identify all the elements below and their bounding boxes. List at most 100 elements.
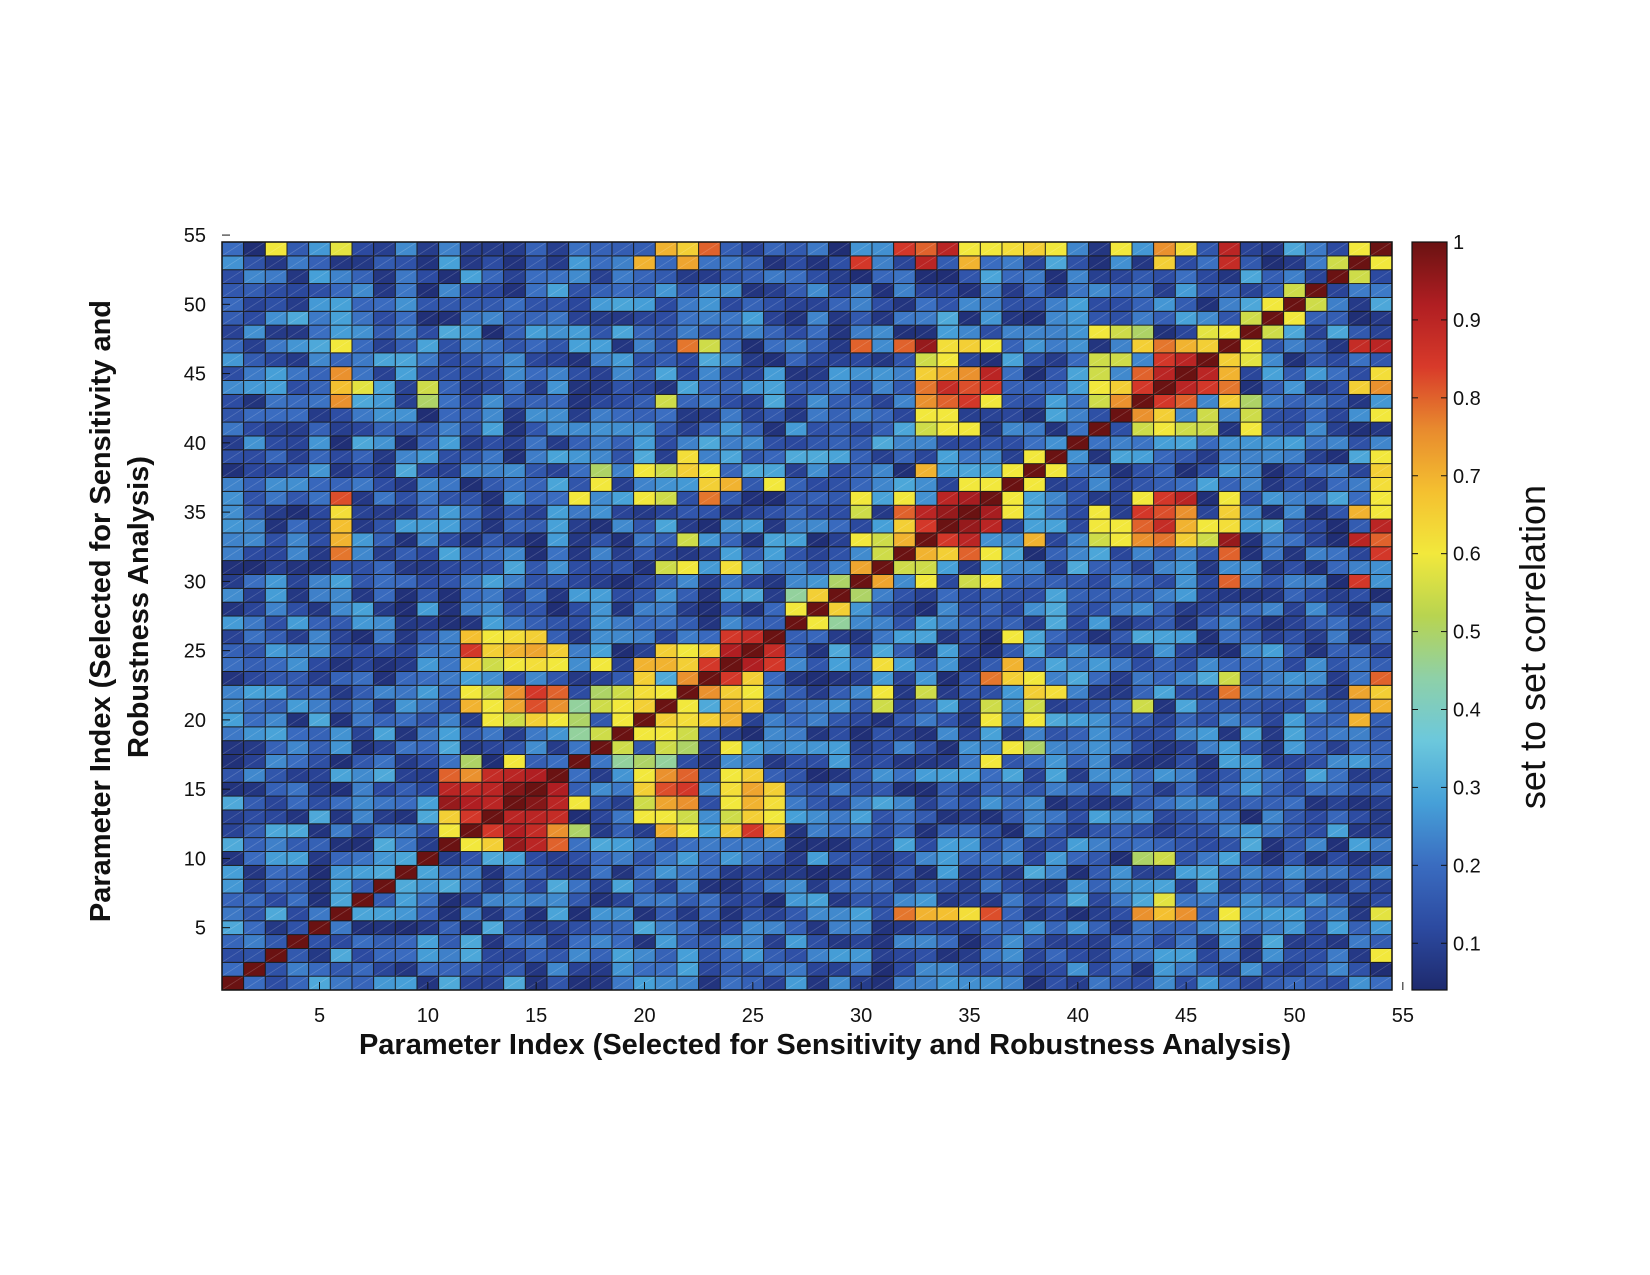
- heatmap-cell-hatch: [806, 961, 829, 977]
- heatmap-cell-hatch: [850, 892, 873, 908]
- heatmap-cell-hatch: [915, 906, 938, 922]
- heatmap-cell-hatch: [936, 906, 959, 922]
- heatmap-cell-hatch: [351, 906, 374, 922]
- heatmap-cell-hatch: [1283, 948, 1306, 963]
- heatmap-cell-hatch: [1110, 975, 1133, 991]
- heatmap-cell-hatch: [828, 948, 851, 963]
- heatmap-cell-hatch: [1066, 906, 1089, 922]
- heatmap-cell-hatch: [828, 961, 851, 977]
- heatmap-cell-hatch: [416, 906, 439, 922]
- heatmap-cell-hatch: [720, 948, 743, 963]
- heatmap-cell-hatch: [893, 920, 916, 935]
- heatmap-cell-hatch: [611, 961, 634, 977]
- heatmap-cell-hatch: [221, 878, 244, 894]
- heatmap-cell-hatch: [395, 934, 418, 949]
- heatmap-cell-hatch: [1196, 975, 1219, 991]
- heatmap-cell-hatch: [1261, 892, 1284, 908]
- heatmap-cell-hatch: [1305, 906, 1328, 922]
- heatmap-cell-hatch: [893, 878, 916, 894]
- heatmap-cell-hatch: [893, 961, 916, 977]
- heatmap-cell-hatch: [958, 906, 981, 922]
- heatmap-cell-hatch: [763, 920, 786, 935]
- heatmap-cell-hatch: [741, 920, 764, 935]
- heatmap-cell-hatch: [1326, 934, 1349, 949]
- heatmap-cell-hatch: [221, 934, 244, 949]
- heatmap-cell-hatch: [438, 878, 461, 894]
- heatmap-cell-hatch: [741, 961, 764, 977]
- heatmap-cell-hatch: [698, 961, 721, 977]
- heatmap-cell-hatch: [1088, 948, 1111, 963]
- heatmap-cell-hatch: [395, 920, 418, 935]
- heatmap-cell-hatch: [806, 934, 829, 949]
- heatmap-cell-hatch: [330, 948, 353, 963]
- heatmap-cell-hatch: [308, 961, 331, 977]
- heatmap-cell-hatch: [1066, 892, 1089, 908]
- heatmap-cell-hatch: [1348, 975, 1371, 991]
- heatmap-cell-hatch: [1196, 934, 1219, 949]
- heatmap-cell-hatch: [806, 878, 829, 894]
- heatmap-cell-hatch: [1261, 948, 1284, 963]
- heatmap-cell-hatch: [416, 920, 439, 935]
- heatmap-cell-hatch: [828, 892, 851, 908]
- heatmap-cell-hatch: [568, 975, 591, 991]
- heatmap-cell-hatch: [395, 948, 418, 963]
- heatmap-cell-hatch: [915, 892, 938, 908]
- heatmap-cell-hatch: [1283, 920, 1306, 935]
- heatmap-cell-hatch: [720, 934, 743, 949]
- heatmap-cell-hatch: [785, 961, 808, 977]
- heatmap-cell-hatch: [828, 878, 851, 894]
- heatmap-cell-hatch: [806, 920, 829, 935]
- heatmap-cell-hatch: [265, 948, 288, 963]
- heatmap-cell-hatch: [525, 961, 548, 977]
- heatmap-cell-hatch: [351, 878, 374, 894]
- heatmap-cell-hatch: [741, 906, 764, 922]
- heatmap-cell-hatch: [1283, 906, 1306, 922]
- heatmap-cell-hatch: [958, 892, 981, 908]
- heatmap-cell-hatch: [611, 920, 634, 935]
- heatmap-cell-hatch: [438, 892, 461, 908]
- heatmap-cell-hatch: [1218, 892, 1241, 908]
- heatmap-cell-hatch: [395, 961, 418, 977]
- heatmap-cell-hatch: [785, 892, 808, 908]
- heatmap-cell-hatch: [806, 892, 829, 908]
- heatmap-cell-hatch: [1305, 934, 1328, 949]
- heatmap-cell-hatch: [1218, 961, 1241, 977]
- heatmap-cell-hatch: [568, 948, 591, 963]
- heatmap-cell-hatch: [1175, 934, 1198, 949]
- heatmap-cell-hatch: [568, 934, 591, 949]
- heatmap-cell-hatch: [590, 920, 613, 935]
- heatmap-cell-hatch: [1066, 961, 1089, 977]
- heatmap-cell-hatch: [395, 975, 418, 991]
- heatmap-cell-hatch: [546, 878, 569, 894]
- heatmap-cell-hatch: [221, 892, 244, 908]
- heatmap-cell-hatch: [958, 961, 981, 977]
- heatmap-cell-hatch: [698, 906, 721, 922]
- heatmap-cell-hatch: [1240, 906, 1263, 922]
- heatmap-cell-hatch: [1153, 975, 1176, 991]
- heatmap-cell-hatch: [980, 948, 1003, 963]
- heatmap-cell-hatch: [330, 961, 353, 977]
- heatmap-cell-hatch: [828, 975, 851, 991]
- heatmap-cell-hatch: [568, 961, 591, 977]
- heatmap-cell-hatch: [1110, 906, 1133, 922]
- heatmap-cell-hatch: [286, 961, 309, 977]
- heatmap-cell-hatch: [308, 934, 331, 949]
- heatmap-cell-hatch: [525, 920, 548, 935]
- heatmap-cell-hatch: [308, 920, 331, 935]
- heatmap-cell-hatch: [481, 906, 504, 922]
- heatmap-cell-hatch: [720, 975, 743, 991]
- heatmap-cell-hatch: [850, 961, 873, 977]
- heatmap-cell-hatch: [1370, 975, 1393, 991]
- heatmap-cell-hatch: [546, 920, 569, 935]
- heatmap-cell-hatch: [416, 892, 439, 908]
- heatmap-cell-hatch: [1045, 906, 1068, 922]
- heatmap-cell-hatch: [395, 906, 418, 922]
- heatmap-cell-hatch: [655, 878, 678, 894]
- heatmap-cell-hatch: [1023, 934, 1046, 949]
- heatmap-cell-hatch: [980, 934, 1003, 949]
- heatmap-cell-hatch: [503, 934, 526, 949]
- heatmap-cell-hatch: [221, 948, 244, 963]
- heatmap-cell-hatch: [698, 975, 721, 991]
- heatmap-cell-hatch: [503, 975, 526, 991]
- heatmap-cell-hatch: [1023, 975, 1046, 991]
